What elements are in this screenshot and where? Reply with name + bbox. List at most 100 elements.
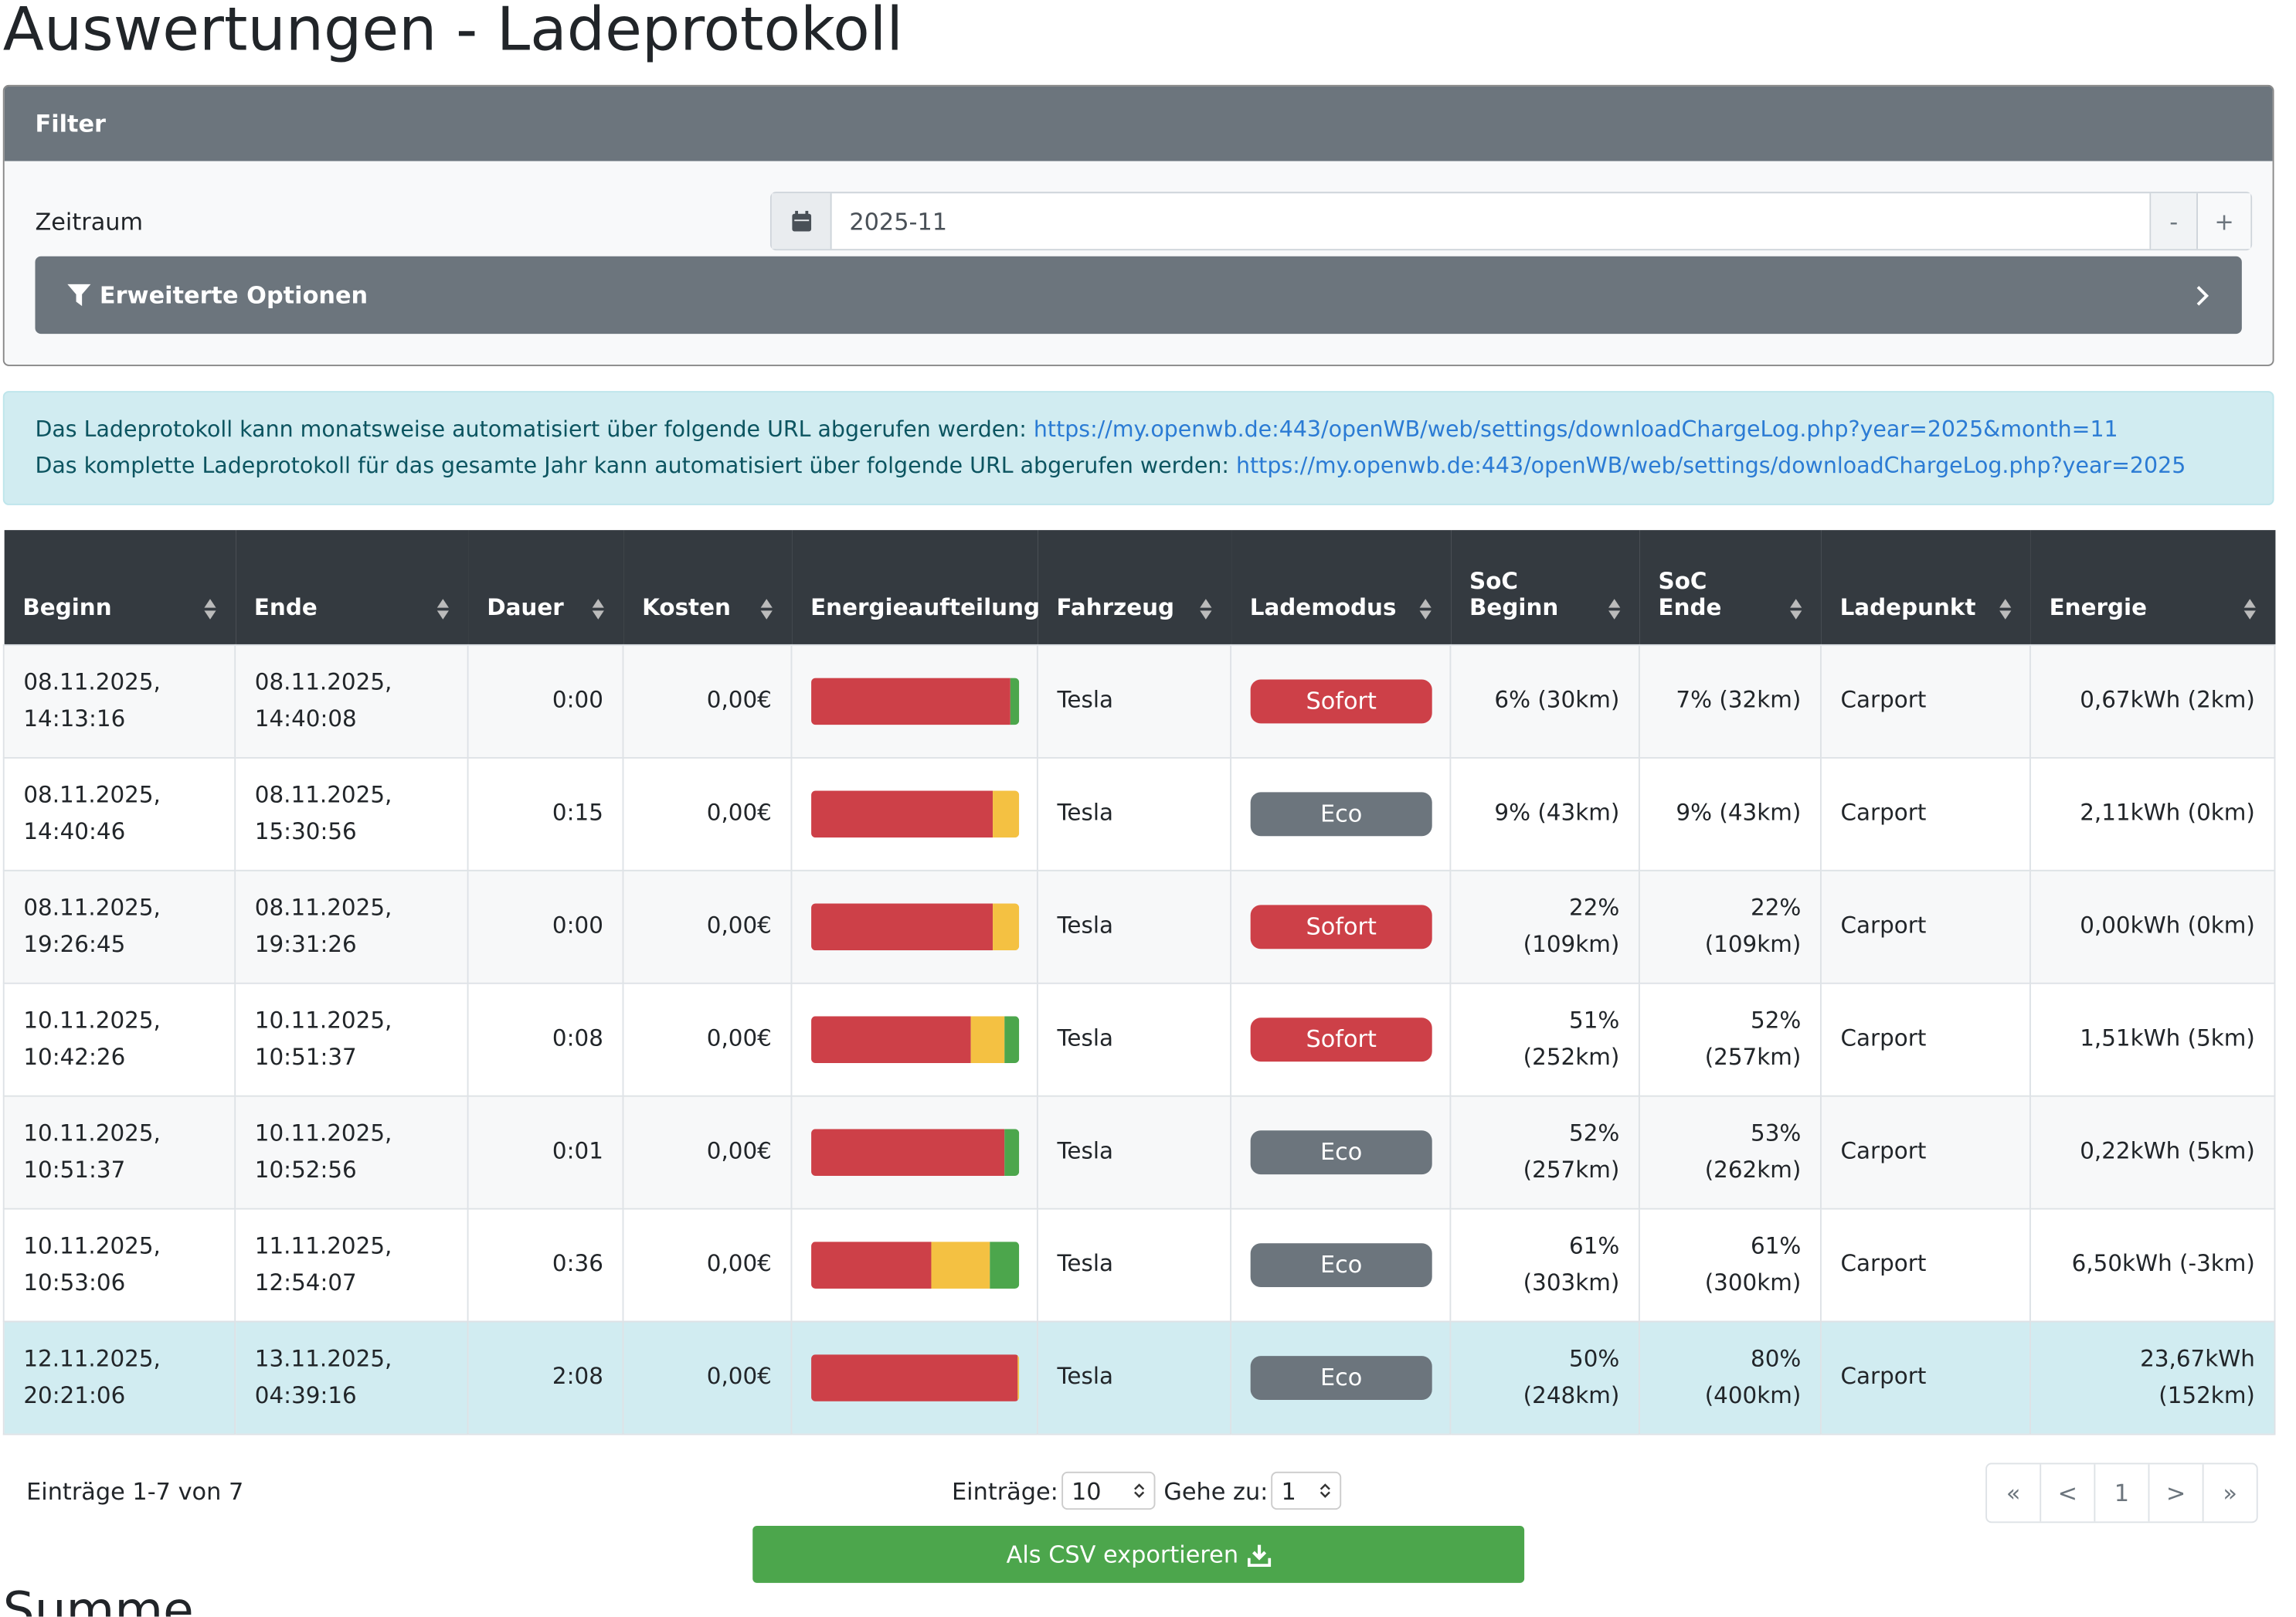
cell-text: 08.11.2025, 14:40:08 [254, 668, 392, 732]
table-row[interactable]: 08.11.2025, 14:13:16 08.11.2025, 14:40:08… [2, 644, 2276, 758]
table-cell: 0:08 [467, 981, 624, 1096]
calendar-icon[interactable] [771, 193, 832, 250]
cell-text: Carport [1840, 799, 1927, 827]
sort-icon[interactable] [436, 596, 449, 620]
table-cell: 0:01 [467, 1094, 624, 1209]
date-input[interactable]: 2025-11 [832, 193, 2152, 250]
cell-text: 53% (262km) [1704, 1119, 1802, 1183]
export-button[interactable]: Als CSV exportieren [752, 1526, 1525, 1583]
header-label: Ladepunkt [1839, 593, 1976, 620]
per-page-label: Einträge: [952, 1476, 1058, 1505]
goto-select[interactable]: 1 [1271, 1471, 1342, 1510]
cell-text: 6,50kWh (-3km) [2071, 1250, 2255, 1277]
header-label: Dauer [487, 593, 564, 620]
sort-icon[interactable] [1418, 596, 1432, 620]
energy-split-segment [971, 1015, 1005, 1063]
cell-text: Carport [1840, 1250, 1927, 1277]
table-cell: Sofort [1230, 644, 1452, 758]
header-content: Fahrzeug [1057, 594, 1212, 620]
table-cell [790, 1207, 1038, 1322]
date-input-group: 2025-11 - + [769, 192, 2253, 251]
advanced-options[interactable]: Erweiterte Optionen [35, 256, 2242, 335]
energy-split-segment [992, 790, 1020, 837]
cell-text: 23,67kWh (152km) [2140, 1344, 2255, 1408]
per-page-select[interactable]: 10 [1061, 1471, 1155, 1510]
header-content: Ladepunkt [1840, 594, 2012, 620]
cell-text: 0,00€ [706, 1363, 772, 1390]
table-cell: 22% (109km) [1449, 868, 1640, 983]
column-header[interactable]: Lademodus [1231, 530, 1451, 644]
cell-text: 22% (109km) [1704, 894, 1802, 957]
sort-icon[interactable] [1198, 596, 1211, 620]
column-header[interactable]: Energie [2029, 530, 2275, 644]
column-header[interactable]: SoC Beginn [1450, 530, 1639, 644]
sort-icon[interactable] [1607, 596, 1620, 620]
cell-text: 52% (257km) [1523, 1119, 1620, 1183]
sort-icon[interactable] [203, 596, 216, 620]
page-button[interactable]: 1 [2094, 1464, 2148, 1522]
table-cell: 08.11.2025, 14:40:46 [2, 756, 236, 871]
cell-text: 12.11.2025, 20:21:06 [23, 1344, 161, 1408]
table-row[interactable]: 08.11.2025, 14:40:46 08.11.2025, 15:30:56… [2, 756, 2276, 871]
energy-split-bar [811, 902, 1020, 950]
table-cell: 2:08 [467, 1320, 624, 1435]
table-cell: Tesla [1036, 1320, 1232, 1435]
table-row[interactable]: 12.11.2025, 20:21:06 13.11.2025, 04:39:16… [2, 1320, 2276, 1435]
info-link[interactable]: https://my.openwb.de:443/openWB/web/sett… [1236, 452, 2186, 479]
minus-button[interactable]: - [2151, 193, 2198, 250]
column-header[interactable]: Ende [235, 530, 468, 644]
table-row[interactable]: 08.11.2025, 19:26:45 08.11.2025, 19:31:26… [2, 868, 2276, 983]
energy-split-segment [811, 902, 993, 950]
column-header[interactable]: Fahrzeug [1037, 530, 1231, 644]
cell-text: 08.11.2025, 14:13:16 [23, 668, 161, 732]
table-cell [790, 981, 1038, 1096]
table-row[interactable]: 10.11.2025, 10:42:26 10.11.2025, 10:51:37… [2, 981, 2276, 1096]
column-header[interactable]: Ladepunkt [1820, 530, 2030, 644]
page-button[interactable]: > [2148, 1464, 2203, 1522]
header-content: Lademodus [1250, 594, 1432, 620]
cell-text: Tesla [1057, 1250, 1114, 1277]
sort-icon[interactable] [1998, 596, 2011, 620]
table-cell: Carport [1819, 1320, 2031, 1435]
column-header[interactable]: SoC Ende [1639, 530, 1821, 644]
cell-text: 0:00 [552, 912, 603, 939]
page-button[interactable]: « [2006, 1479, 2021, 1507]
table-cell: 0,00€ [622, 644, 793, 758]
table-cell: 6,50kWh (-3km) [2029, 1207, 2276, 1322]
cell-text: 10.11.2025, 10:51:37 [254, 1007, 392, 1070]
sort-icon[interactable] [2243, 596, 2256, 620]
sort-icon[interactable] [591, 596, 604, 620]
cell-text: 22% (109km) [1523, 894, 1620, 957]
energy-split-segment [990, 1241, 1020, 1289]
cell-text: Tesla [1057, 799, 1114, 827]
cell-text: 0,00€ [706, 1024, 772, 1051]
table-cell: 11.11.2025, 12:54:07 [234, 1207, 469, 1322]
plus-button[interactable]: + [2197, 193, 2251, 250]
cell-text: 0,22kWh (5km) [2080, 1137, 2255, 1164]
page-button[interactable]: » [2202, 1464, 2257, 1522]
energy-split-segment [811, 1015, 972, 1063]
info-alert: Das Ladeprotokoll kann monatsweise autom… [2, 391, 2274, 505]
page-button[interactable]: < [2040, 1464, 2094, 1522]
column-header[interactable]: Beginn [3, 530, 236, 644]
table-cell: 52% (257km) [1638, 981, 1822, 1096]
header-content: Beginn [22, 594, 216, 620]
column-header[interactable]: Kosten [623, 530, 792, 644]
table-cell: 0,00€ [622, 981, 793, 1096]
table-cell: Eco [1230, 1207, 1452, 1322]
sort-icon[interactable] [1788, 596, 1802, 620]
table-cell: 08.11.2025, 14:40:08 [234, 644, 469, 758]
cell-text: 10.11.2025, 10:51:37 [23, 1119, 161, 1183]
column-header[interactable]: Dauer [467, 530, 623, 644]
table-row[interactable]: 10.11.2025, 10:53:06 11.11.2025, 12:54:07… [2, 1207, 2276, 1322]
sort-icon[interactable] [759, 596, 773, 620]
cell-text: 0,00€ [706, 912, 772, 939]
table-cell: Tesla [1036, 1094, 1232, 1209]
table-cell: 7% (32km) [1638, 644, 1822, 758]
cell-text: 10.11.2025, 10:53:06 [23, 1231, 161, 1296]
info-link[interactable]: https://my.openwb.de:443/openWB/web/sett… [1033, 416, 2118, 443]
energy-split-segment [811, 790, 993, 837]
cell-text: Carport [1840, 1024, 1927, 1051]
table-cell: 61% (303km) [1449, 1207, 1640, 1322]
table-row[interactable]: 10.11.2025, 10:51:37 10.11.2025, 10:52:56… [2, 1094, 2276, 1209]
